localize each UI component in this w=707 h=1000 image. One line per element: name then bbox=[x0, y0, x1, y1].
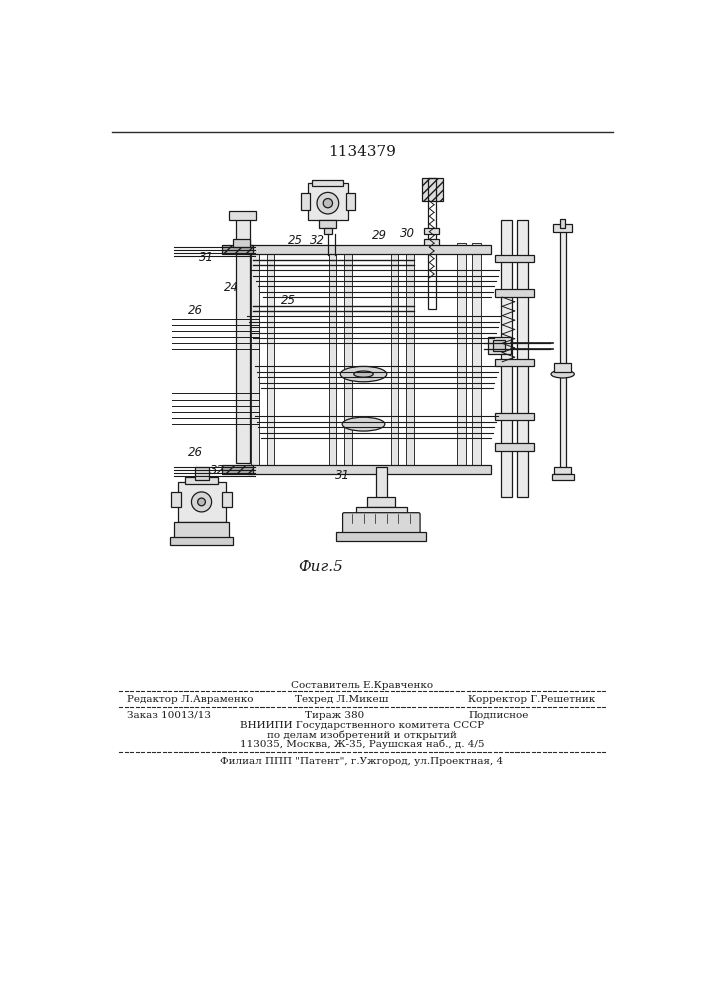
Ellipse shape bbox=[340, 366, 387, 382]
Bar bbox=[424, 228, 440, 234]
Text: Фиг.5: Фиг.5 bbox=[298, 560, 344, 574]
Bar bbox=[230, 211, 256, 220]
Bar bbox=[517, 220, 528, 497]
Bar bbox=[308, 183, 348, 220]
Bar bbox=[391, 251, 398, 466]
Bar bbox=[406, 251, 414, 466]
Circle shape bbox=[323, 199, 332, 208]
Bar bbox=[472, 243, 481, 466]
Text: по делам изобретений и открытий: по делам изобретений и открытий bbox=[267, 730, 457, 740]
Bar bbox=[495, 289, 534, 297]
Circle shape bbox=[192, 492, 211, 512]
Text: 1134379: 1134379 bbox=[328, 145, 396, 159]
Bar bbox=[554, 363, 571, 372]
Bar bbox=[421, 178, 443, 201]
Bar bbox=[495, 359, 534, 366]
Text: 25: 25 bbox=[288, 234, 303, 247]
Text: 30: 30 bbox=[400, 227, 415, 240]
Text: Составитель Е.Кравченко: Составитель Е.Кравченко bbox=[291, 681, 433, 690]
Bar bbox=[324, 228, 332, 234]
Bar bbox=[329, 251, 337, 466]
Bar bbox=[300, 193, 310, 210]
Bar bbox=[368, 497, 395, 507]
Text: 25: 25 bbox=[281, 294, 296, 307]
Bar bbox=[320, 220, 337, 228]
Bar bbox=[493, 340, 506, 351]
Bar bbox=[346, 193, 355, 210]
Bar bbox=[554, 466, 571, 474]
Text: ВНИИПИ Государственного комитета СССР: ВНИИПИ Государственного комитета СССР bbox=[240, 721, 484, 730]
Bar bbox=[267, 251, 274, 466]
Ellipse shape bbox=[342, 417, 385, 431]
Text: 113035, Москва, Ж-35, Раушская наб., д. 4/5: 113035, Москва, Ж-35, Раушская наб., д. … bbox=[240, 740, 484, 749]
Text: Техред Л.Микеш: Техред Л.Микеш bbox=[296, 695, 389, 704]
Bar bbox=[235, 216, 250, 463]
Bar bbox=[495, 413, 534, 420]
Bar bbox=[174, 522, 230, 539]
Bar bbox=[554, 224, 572, 232]
Text: Тираж 380: Тираж 380 bbox=[305, 711, 365, 720]
Bar bbox=[488, 337, 510, 354]
Bar bbox=[428, 178, 436, 309]
Text: 31: 31 bbox=[199, 251, 214, 264]
Text: Заказ 10013/13: Заказ 10013/13 bbox=[127, 711, 211, 720]
Bar bbox=[247, 245, 491, 254]
Bar bbox=[177, 482, 226, 522]
Text: 29: 29 bbox=[371, 229, 387, 242]
Text: Корректор Г.Решетник: Корректор Г.Решетник bbox=[468, 695, 595, 704]
Bar bbox=[561, 219, 565, 228]
Bar bbox=[312, 180, 344, 186]
Text: 24: 24 bbox=[224, 281, 239, 294]
Bar bbox=[194, 467, 209, 480]
Circle shape bbox=[317, 192, 339, 214]
Bar bbox=[376, 466, 387, 501]
Text: 31: 31 bbox=[335, 469, 350, 482]
Bar bbox=[457, 243, 466, 466]
Bar bbox=[171, 492, 180, 507]
Bar bbox=[247, 465, 491, 474]
Bar bbox=[356, 507, 407, 514]
Bar bbox=[424, 239, 440, 246]
Text: Филиал ППП "Патент", г.Ужгород, ул.Проектная, 4: Филиал ППП "Патент", г.Ужгород, ул.Проек… bbox=[221, 757, 503, 766]
Bar bbox=[501, 220, 512, 497]
Bar bbox=[185, 477, 218, 484]
Bar bbox=[233, 239, 250, 247]
Bar bbox=[170, 537, 233, 545]
Bar bbox=[223, 492, 232, 507]
Bar bbox=[223, 465, 253, 474]
Bar bbox=[223, 245, 253, 254]
Text: 32: 32 bbox=[210, 464, 226, 477]
Circle shape bbox=[198, 498, 206, 506]
Text: 26: 26 bbox=[188, 446, 203, 459]
Bar bbox=[251, 251, 259, 466]
Bar bbox=[495, 255, 534, 262]
Bar bbox=[344, 251, 352, 466]
Bar bbox=[559, 228, 566, 474]
Ellipse shape bbox=[551, 370, 574, 378]
FancyBboxPatch shape bbox=[343, 513, 420, 535]
Bar bbox=[552, 474, 573, 480]
Bar bbox=[337, 532, 426, 541]
Text: Подписное: Подписное bbox=[468, 711, 529, 720]
Text: Редактор Л.Авраменко: Редактор Л.Авраменко bbox=[127, 695, 254, 704]
Text: 26: 26 bbox=[188, 304, 203, 317]
Bar bbox=[495, 443, 534, 451]
Ellipse shape bbox=[354, 371, 373, 377]
Text: 32: 32 bbox=[310, 234, 325, 247]
